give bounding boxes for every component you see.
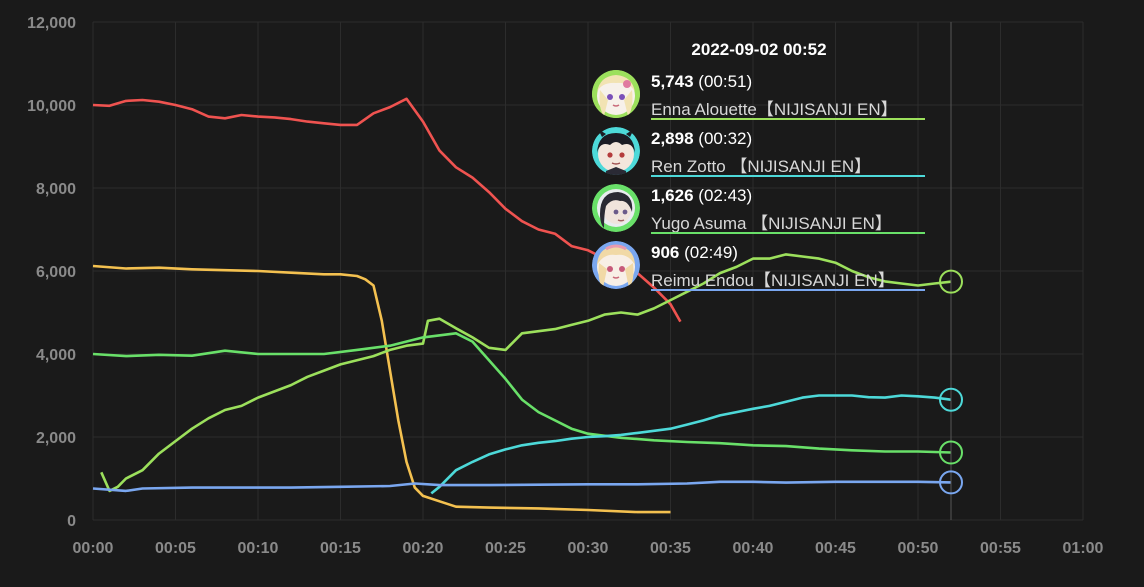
tooltip-time: 2022-09-02 00:52	[691, 40, 827, 59]
tooltip-name: Reimu Endou【NIJISANJI EN】	[651, 271, 895, 290]
y-tick-label: 12,000	[27, 15, 76, 32]
series-line-4	[430, 394, 952, 495]
hover-marker-5	[939, 470, 963, 495]
x-tick-label: 00:20	[403, 540, 444, 557]
ren-avatar-icon	[592, 127, 640, 175]
tooltip-peak: (00:51)	[698, 72, 753, 91]
x-tick-label: 00:10	[238, 540, 279, 557]
enna-avatar-icon	[592, 70, 640, 118]
tooltip-name: Yugo Asuma 【NIJISANJI EN】	[651, 214, 892, 233]
series-line-2	[100, 253, 952, 493]
x-tick-label: 00:30	[568, 540, 609, 557]
tooltip-value: 1,626	[651, 186, 694, 205]
x-tick-label: 00:50	[898, 540, 939, 557]
tooltip-value: 906	[651, 243, 680, 262]
x-tick-label: 00:00	[73, 540, 114, 557]
tooltip-underline	[651, 175, 925, 177]
tooltip-row-reimu: 906 (02:49) Reimu Endou【NIJISANJI EN】	[592, 235, 926, 292]
tooltip-peak: (02:49)	[684, 243, 738, 262]
x-tick-label: 00:05	[155, 540, 196, 557]
tooltip: 2022-09-02 00:52 5,743 (00:51) Enna Alou…	[592, 38, 926, 292]
tooltip-row-ren: 2,898 (00:32) Ren Zotto 【NIJISANJI EN】	[592, 121, 926, 178]
axes: 0 2,000 4,000 6,000 8,000 10,000 12,000 00:00 00…	[27, 15, 1104, 557]
tooltip-underline	[651, 289, 925, 291]
x-tick-label: 00:25	[485, 540, 526, 557]
y-tick-label: 4,000	[36, 347, 76, 364]
tooltip-name: Ren Zotto 【NIJISANJI EN】	[651, 157, 872, 176]
x-tick-label: 00:55	[980, 540, 1021, 557]
hover-markers	[939, 269, 963, 495]
hover-marker-2	[939, 269, 963, 294]
x-tick-label: 00:15	[320, 540, 361, 557]
tooltip-name: Enna Alouette【NIJISANJI EN】	[651, 100, 898, 119]
tooltip-peak: (02:43)	[698, 186, 753, 205]
x-tick-label: 00:40	[733, 540, 774, 557]
tooltip-underline	[651, 232, 925, 234]
tooltip-value: 2,898	[651, 129, 694, 148]
series-line-5	[92, 480, 952, 493]
tooltip-underline	[651, 118, 925, 120]
x-tick-label: 00:35	[650, 540, 691, 557]
reimu-avatar-icon	[592, 241, 640, 289]
hover-marker-3	[939, 440, 963, 465]
x-tick-label: 01:00	[1063, 540, 1104, 557]
yugo-avatar-icon	[592, 184, 640, 232]
y-tick-label: 8,000	[36, 181, 76, 198]
series-line-3	[92, 332, 952, 454]
y-tick-label: 6,000	[36, 264, 76, 281]
x-tick-label: 00:45	[815, 540, 856, 557]
hover-marker-4	[939, 387, 963, 412]
series-line-0	[92, 97, 682, 323]
y-tick-label: 2,000	[36, 430, 76, 447]
tooltip-row-yugo: 1,626 (02:43) Yugo Asuma 【NIJISANJI EN】	[592, 178, 926, 235]
tooltip-row-enna: 5,743 (00:51) Enna Alouette【NIJISANJI EN…	[592, 64, 926, 121]
y-tick-label: 0	[67, 513, 76, 530]
series-line-1	[92, 264, 671, 514]
y-tick-label: 10,000	[27, 98, 76, 115]
series	[92, 97, 952, 514]
tooltip-value: 5,743	[651, 72, 694, 91]
tooltip-peak: (00:32)	[698, 129, 753, 148]
